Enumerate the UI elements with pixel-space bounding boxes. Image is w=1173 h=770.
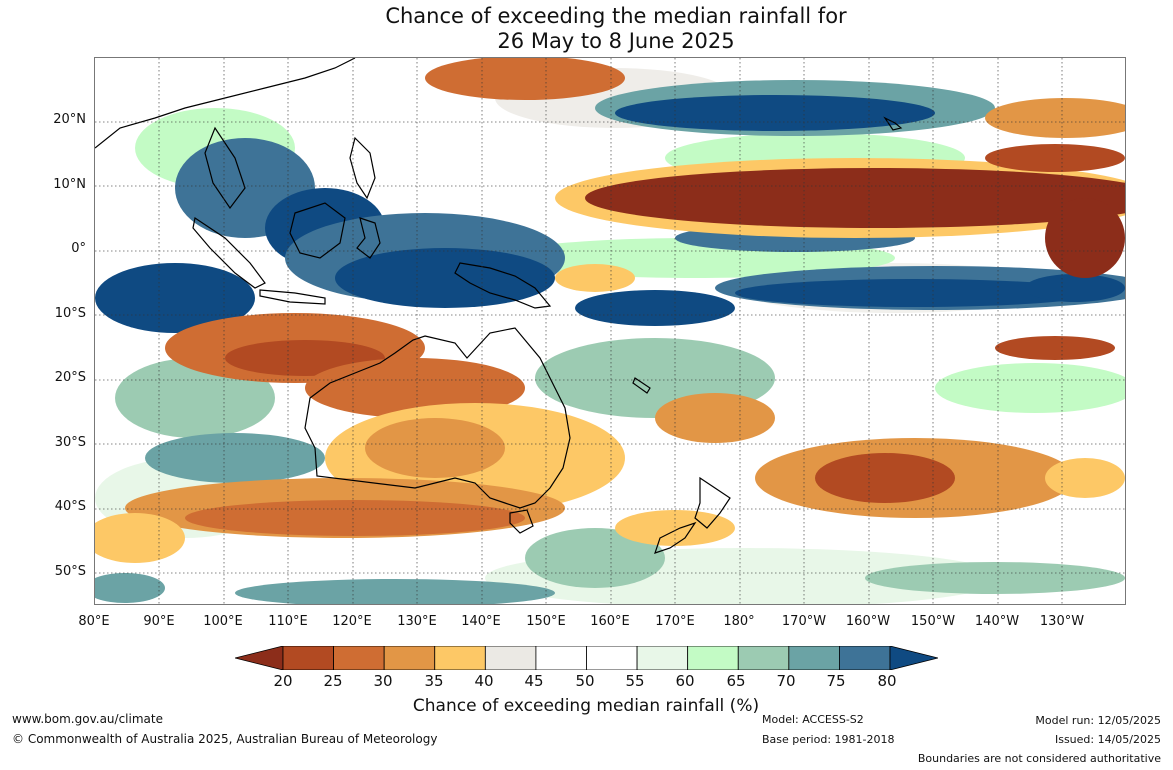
new-zealand-north-island: [694, 476, 731, 529]
lat-label-20n: 20°N: [53, 112, 86, 127]
colorbar-tick-40: 40: [474, 672, 494, 690]
lon-label-150w: 150°W: [910, 614, 956, 629]
hawaii-coastline: [883, 116, 903, 131]
colorbar-segment: [737, 646, 790, 670]
new-caledonia-coastline: [632, 377, 651, 394]
colorbar-title: Chance of exceeding median rainfall (%): [412, 696, 760, 716]
footer-copyright: © Commonwealth of Australia 2025, Austra…: [12, 732, 438, 746]
lon-label-160e: 160°E: [590, 614, 630, 629]
lat-label-40s: 40°S: [54, 499, 86, 514]
mainland-asia-coastline: [95, 58, 356, 210]
lon-label-140w: 140°W: [974, 614, 1020, 629]
colorbar-segment: [484, 646, 537, 670]
lat-label-50s: 50°S: [54, 564, 86, 579]
lon-label-110e: 110°E: [268, 614, 308, 629]
lon-label-170e: 170°E: [655, 614, 695, 629]
tasmania-coastline: [509, 509, 534, 534]
colorbar-segment: [839, 646, 891, 670]
borneo-coastline: [289, 202, 346, 259]
chart-title: Chance of exceeding the median rainfall …: [0, 4, 1173, 54]
lon-label-160w: 160°W: [845, 614, 891, 629]
footer-model: Model: ACCESS-S2: [762, 713, 864, 726]
colorbar-segment: [788, 646, 840, 670]
lat-label-10s: 10°S: [54, 306, 86, 321]
sulawesi-coastline: [356, 217, 381, 259]
colorbar-segment: [687, 646, 739, 670]
new-zealand-south-island: [654, 521, 697, 554]
colorbar-tick-20: 20: [273, 672, 293, 690]
lat-label-20s: 20°S: [54, 370, 86, 385]
lon-label-120e: 120°E: [332, 614, 372, 629]
australia-coastline: [304, 327, 571, 509]
lon-label-130w: 130°W: [1039, 614, 1085, 629]
colorbar-segment: [333, 646, 385, 670]
colorbar-tick-80: 80: [877, 672, 897, 690]
footer-website: www.bom.gov.au/climate: [12, 712, 163, 726]
footer-base-period: Base period: 1981-2018: [762, 733, 895, 746]
colorbar-tick-60: 60: [675, 672, 695, 690]
colorbar-segment: [535, 646, 587, 670]
lat-label-0: 0°: [71, 241, 86, 256]
colorbar-tick-35: 35: [424, 672, 444, 690]
colorbar-segment: [636, 646, 689, 670]
colorbar-tick-70: 70: [776, 672, 796, 690]
colorbar-tick-55: 55: [625, 672, 645, 690]
lon-label-170w: 170°W: [781, 614, 827, 629]
colorbar-tick-45: 45: [524, 672, 544, 690]
map-svg: [95, 58, 1125, 604]
colorbar-segment: [434, 646, 486, 670]
rainfall-map: [94, 57, 1126, 605]
colorbar: [235, 646, 938, 670]
colorbar-tick-25: 25: [323, 672, 343, 690]
colorbar-extend-low: [235, 646, 284, 670]
lon-label-150e: 150°E: [526, 614, 566, 629]
lat-label-30s: 30°S: [54, 435, 86, 450]
colorbar-tick-75: 75: [826, 672, 846, 690]
lon-label-90e: 90°E: [143, 614, 175, 629]
philippines-coastline: [349, 136, 376, 200]
lon-label-100e: 100°E: [203, 614, 243, 629]
title-line-1: Chance of exceeding the median rainfall …: [385, 4, 847, 28]
title-line-2: 26 May to 8 June 2025: [497, 29, 735, 53]
lat-label-10n: 10°N: [53, 177, 86, 192]
lon-label-180: 180°: [723, 614, 755, 629]
colorbar-tick-30: 30: [373, 672, 393, 690]
colorbar-segment: [586, 646, 638, 670]
java-coastline: [259, 289, 326, 305]
lon-label-140e: 140°E: [461, 614, 501, 629]
lon-label-130e: 130°E: [397, 614, 437, 629]
colorbar-tick-50: 50: [575, 672, 595, 690]
dry-bands: [95, 58, 1125, 563]
colorbar-tick-65: 65: [726, 672, 746, 690]
colorbar-extend-high: [889, 646, 938, 670]
coastlines: [95, 58, 903, 554]
graticule: [95, 58, 1125, 604]
new-guinea-coastline: [454, 262, 552, 309]
lon-label-80e: 80°E: [78, 614, 110, 629]
footer-issued: Issued: 14/05/2025: [1054, 733, 1161, 746]
colorbar-segment: [282, 646, 334, 670]
colorbar-segment: [383, 646, 436, 670]
footer-model-run: Model run: 12/05/2025: [1035, 714, 1161, 727]
footer-disclaimer: Boundaries are not considered authoritat…: [917, 752, 1161, 765]
sumatra-coastline: [192, 217, 266, 289]
